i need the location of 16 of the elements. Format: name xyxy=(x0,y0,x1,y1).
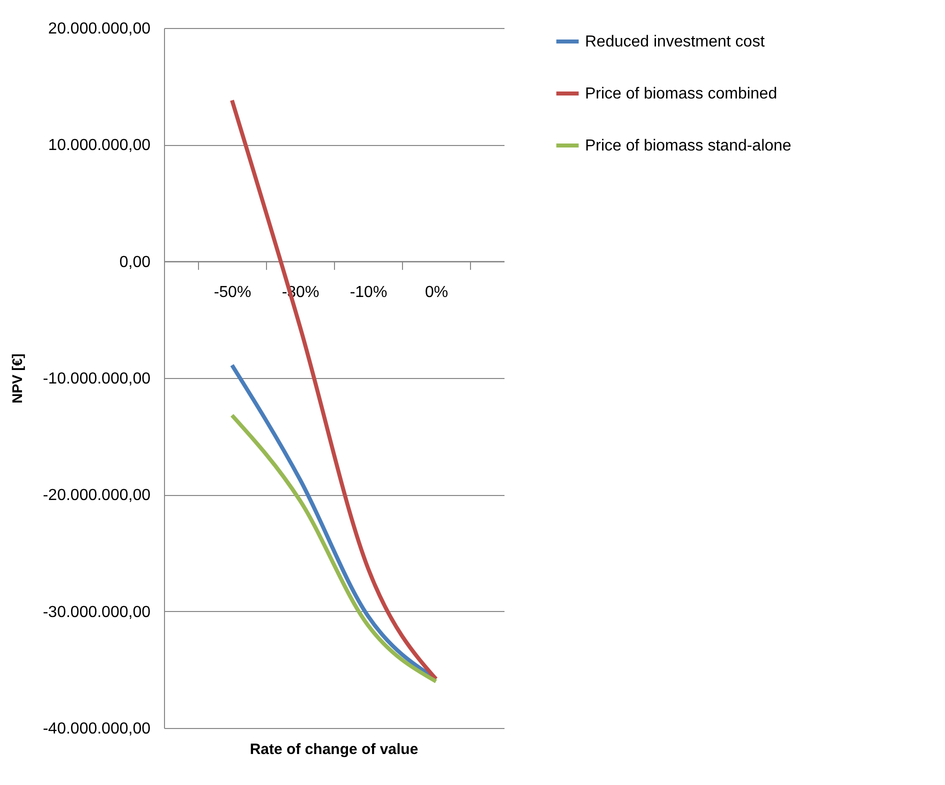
x-tick-label: -10% xyxy=(350,284,388,301)
y-axis-title: NPV [€] xyxy=(8,354,25,404)
y-tick-label: 20.000.000,00 xyxy=(48,20,151,38)
y-tick-label: -10.000.000,00 xyxy=(42,370,151,388)
y-tick-label: -30.000.000,00 xyxy=(42,604,151,621)
y-tick-label: 10.000.000,00 xyxy=(48,137,151,154)
x-tick-label: 0% xyxy=(424,284,448,301)
y-tick-label: -20.000.000,00 xyxy=(42,487,151,504)
x-tick-label: -50% xyxy=(214,284,252,301)
legend-label: Reduced investment cost xyxy=(585,34,766,50)
y-tick-label: -40.000.000,00 xyxy=(42,720,151,738)
y-tick-label: 0,00 xyxy=(119,254,151,271)
legend-label: Price of biomass combined xyxy=(585,86,778,102)
x-axis-title: Rate of change of value xyxy=(250,741,418,758)
legend-label: Price of biomass stand-alone xyxy=(585,138,792,154)
line-series xyxy=(230,413,438,684)
